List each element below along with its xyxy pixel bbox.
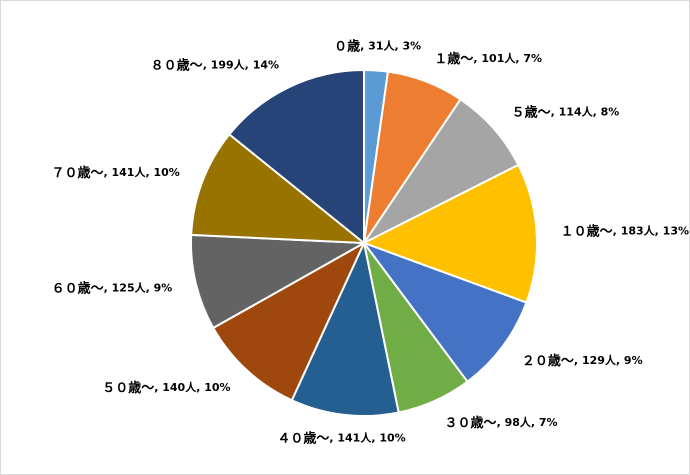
value-label: 140人	[162, 380, 197, 394]
category-label: １歳～	[434, 50, 473, 66]
pie-slice	[361, 163, 538, 304]
separator: ,	[613, 225, 621, 238]
pie-slice	[190, 132, 368, 245]
separator: ,	[154, 381, 162, 394]
percent-label: 7%	[523, 52, 542, 65]
separator: ,	[655, 225, 663, 238]
separator: ,	[104, 281, 112, 294]
percent-label: 9%	[624, 354, 643, 367]
category-label: ５歳～	[512, 104, 551, 120]
category-label: ７０歳～	[51, 165, 103, 181]
pie-slice	[290, 239, 400, 417]
separator: ,	[473, 52, 481, 65]
category-label: ８０歳～	[151, 57, 203, 73]
separator: ,	[531, 416, 539, 429]
value-label: 101人	[481, 51, 516, 65]
data-label: ６０歳～, 125人, 9%	[52, 280, 173, 296]
percent-label: 7%	[539, 416, 558, 429]
percent-label: 14%	[253, 58, 279, 71]
percent-label: 3%	[403, 39, 422, 52]
separator: ,	[203, 58, 211, 71]
separator: ,	[394, 39, 402, 52]
separator: ,	[551, 106, 559, 119]
pie-slice	[361, 98, 520, 246]
data-label: ７０歳～, 141人, 10%	[51, 165, 179, 181]
separator: ,	[245, 58, 253, 71]
data-label: １歳～, 101人, 7%	[434, 50, 542, 66]
separator: ,	[497, 416, 505, 429]
category-label: １０歳～	[561, 223, 613, 239]
separator: ,	[371, 432, 379, 445]
percent-label: 10%	[204, 381, 230, 394]
separator: ,	[146, 281, 154, 294]
data-label: ５０歳～, 140人, 10%	[102, 379, 230, 395]
data-label: ３０歳～, 98人, 7%	[445, 414, 558, 430]
value-label: 129人	[582, 353, 617, 367]
data-label: ４０歳～, 141人, 10%	[277, 430, 405, 446]
separator: ,	[574, 354, 582, 367]
value-label: 114人	[559, 105, 594, 119]
data-label: ８０歳～, 199人, 14%	[151, 57, 279, 73]
separator: ,	[515, 52, 523, 65]
data-label: ５歳～, 114人, 8%	[512, 104, 620, 120]
category-label: ３０歳～	[445, 414, 497, 430]
category-label: ４０歳～	[277, 430, 329, 446]
value-label: 141人	[112, 165, 147, 179]
separator: ,	[593, 106, 601, 119]
data-label: ０歳, 31人, 3%	[334, 38, 421, 54]
pie-slice	[227, 68, 365, 246]
category-label: ２０歳～	[522, 352, 574, 368]
data-label: ２０歳～, 129人, 9%	[522, 352, 643, 368]
value-label: 199人	[211, 57, 246, 71]
value-label: 183人	[621, 224, 656, 238]
separator: ,	[360, 39, 368, 52]
pie-slice	[190, 233, 368, 330]
percent-label: 9%	[154, 281, 173, 294]
value-label: 125人	[112, 280, 147, 294]
separator: ,	[196, 381, 204, 394]
pie-slice	[361, 240, 528, 384]
pie-slice	[211, 240, 367, 402]
separator: ,	[329, 432, 337, 445]
category-label: ５０歳～	[102, 379, 154, 395]
percent-label: 10%	[379, 432, 405, 445]
separator: ,	[103, 166, 111, 179]
separator: ,	[616, 354, 624, 367]
percent-label: 13%	[663, 225, 689, 238]
category-label: ０歳	[334, 38, 360, 54]
value-label: 31人	[368, 38, 395, 52]
data-label: １０歳～, 183人, 13%	[561, 223, 689, 239]
percent-label: 8%	[601, 106, 620, 119]
percent-label: 10%	[153, 166, 179, 179]
separator: ,	[145, 166, 153, 179]
category-label: ６０歳～	[52, 280, 104, 296]
value-label: 98人	[505, 415, 532, 429]
value-label: 141人	[337, 431, 372, 445]
